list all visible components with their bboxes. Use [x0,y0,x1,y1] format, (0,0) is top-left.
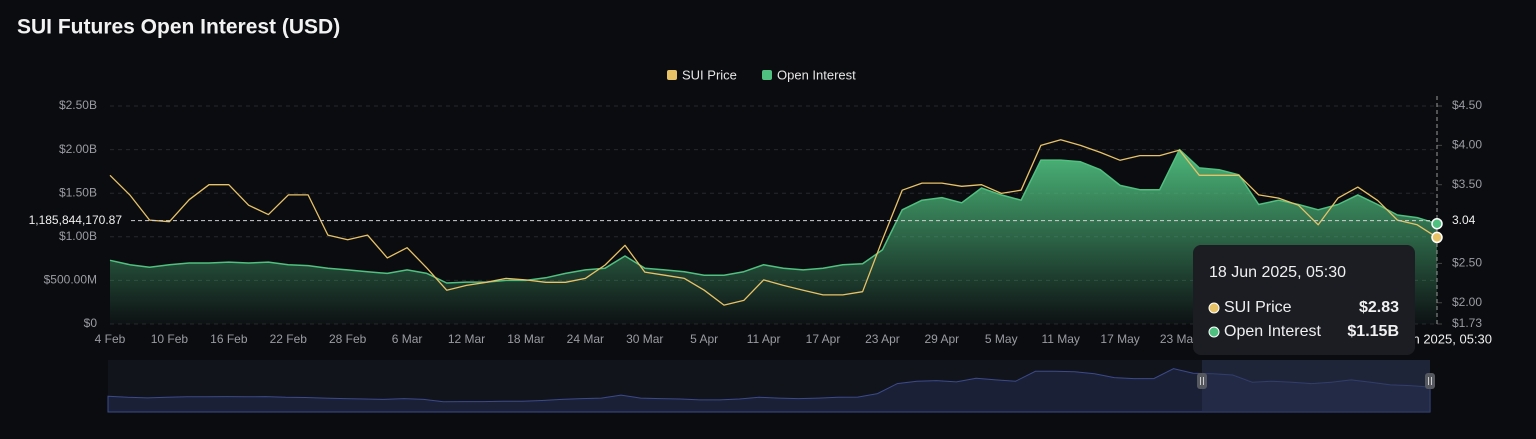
x-tick-label: 22 Feb [270,332,308,346]
crosshair-y-label: 1,185,844,170.87 [29,213,123,227]
line [109,148,1438,284]
tooltip-name: SUI Price [1224,299,1292,316]
x-tick-label: 5 Apr [690,332,718,346]
y-tick-label: $1.50B [59,185,97,199]
tooltip-dot [1208,302,1220,314]
x-tick-label: 12 Mar [448,332,485,346]
x-tick-label: 4 Feb [95,332,126,346]
x-tick-label: 23 Apr [865,332,900,346]
line [109,139,1438,306]
y2-tick-label: $2.50 [1452,256,1482,270]
legend-label: Open Interest [777,67,856,82]
crosshair-y2-label: 3.04 [1452,213,1476,227]
legend-swatch [667,70,677,80]
y-tick-label: $500.00M [44,273,97,287]
area [110,149,1437,324]
tooltip-value: $2.83 [1359,299,1399,316]
tooltip-box [1193,245,1415,355]
navigator-window [1202,360,1430,412]
x-tick-label: 11 Apr [747,332,781,346]
x-tick-label: 11 May [1041,332,1079,346]
x-tick-label: 30 Mar [626,332,663,346]
tooltip-name: Open Interest [1224,323,1322,340]
y-tick-label: $1.00B [59,229,97,243]
y2-tick-label: $4.00 [1452,138,1482,152]
tooltip-value: $1.15B [1347,323,1399,340]
y2-tick-label: $4.50 [1452,98,1482,112]
x-tick-label: 23 May [1160,332,1199,346]
point [1431,217,1443,230]
x-tick-label: 5 May [985,332,1018,346]
legend-swatch [762,70,772,80]
y-tick-label: $2.50B [59,98,97,112]
x-tick-label: 10 Feb [151,332,189,346]
y2-tick-label: $2.00 [1452,295,1482,309]
legend-label: SUI Price [682,67,737,82]
crosshair-y-box [18,210,128,231]
y2-tick-label: $1.73 [1452,316,1482,330]
x-tick-label: 16 Feb [210,332,248,346]
x-tick-label: 6 Mar [392,332,423,346]
x-tick-label: 29 Apr [924,332,959,346]
crosshair-y2-box [1444,210,1484,231]
x-tick-label: 18 Mar [507,332,544,346]
x-tick-label: 24 Mar [567,332,604,346]
tooltip-dot [1208,326,1220,338]
point [1431,231,1443,244]
tooltip-title: 18 Jun 2025, 05:30 [1209,264,1346,281]
y-tick-label: $0 [84,316,98,330]
x-tick-label: 17 May [1100,332,1139,346]
chart-title: SUI Futures Open Interest (USD) [17,16,340,39]
x-tick-label: 17 Apr [806,332,841,346]
navigator-handle[interactable] [1425,373,1435,389]
y2-tick-label: $3.50 [1452,177,1482,191]
x-tick-label: 28 Feb [329,332,367,346]
navigator-handle[interactable] [1197,373,1207,389]
y-tick-label: $2.00B [59,142,97,156]
